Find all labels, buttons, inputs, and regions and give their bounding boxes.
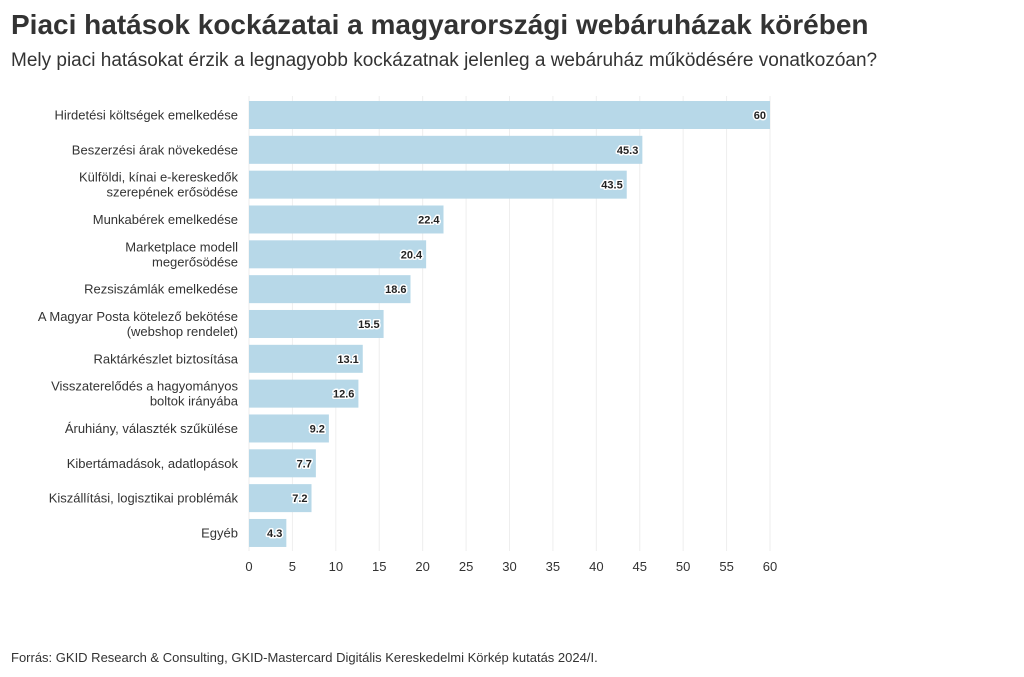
x-tick-label: 30 [502, 559, 516, 574]
category-label: szerepének erősödése [106, 185, 238, 200]
category-label: Egyéb [201, 525, 238, 540]
category-label: boltok irányába [150, 394, 239, 409]
source-note: Forrás: GKID Research & Consulting, GKID… [11, 650, 598, 665]
value-label-halo: 18.6 [385, 284, 406, 296]
value-label: 4.3 [267, 528, 282, 540]
x-tick-label: 20 [415, 559, 429, 574]
category-label: Rezsiszámlák emelkedése [84, 282, 238, 297]
value-label-halo: 60 [754, 110, 766, 122]
bar [249, 309, 384, 338]
value-label: 43.5 [601, 180, 622, 192]
bars: 606045.345.343.543.522.422.420.420.418.6… [249, 101, 770, 547]
value-label: 7.2 [292, 493, 307, 505]
category-labels: Hirdetési költségek emelkedése Beszerzési… [38, 108, 239, 541]
x-tick-label: 40 [589, 559, 603, 574]
value-label-halo: 22.4 [418, 214, 440, 226]
category-label: Külföldi, kínai e-kereskedők [79, 170, 238, 185]
bar [249, 240, 427, 269]
bar [249, 135, 643, 164]
value-label-halo: 15.5 [358, 319, 379, 331]
category-label: Munkabérek emelkedése [93, 212, 238, 227]
x-tick-label: 35 [546, 559, 560, 574]
bar [249, 101, 770, 129]
value-label-halo: 20.4 [401, 249, 423, 261]
value-label: 20.4 [401, 249, 423, 261]
bar [249, 170, 627, 199]
chart-title: Piaci hatások kockázatai a magyarországi… [11, 9, 869, 40]
value-label: 18.6 [385, 284, 406, 296]
x-axis-ticks: 0 5 10 15 20 25 30 35 40 45 50 55 60 [245, 559, 777, 574]
value-label: 15.5 [358, 319, 379, 331]
value-label-halo: 13.1 [337, 354, 358, 366]
value-label: 13.1 [337, 354, 358, 366]
bar [249, 205, 444, 234]
value-label: 9.2 [310, 423, 325, 435]
bar [249, 484, 312, 513]
value-label: 60 [754, 110, 766, 122]
category-label: (webshop rendelet) [127, 324, 238, 339]
category-label: Marketplace modell [125, 239, 238, 254]
category-label: Beszerzési árak növekedése [72, 142, 238, 157]
value-label: 45.3 [617, 145, 638, 157]
category-label: Kibertámadások, adatlopások [67, 456, 239, 471]
bar [249, 379, 359, 408]
category-label: Visszaterelődés a hagyományos [51, 379, 238, 394]
category-label: megerősödése [152, 254, 238, 269]
category-label: Áruhiány, választék szűkülése [65, 421, 238, 436]
value-label-halo: 43.5 [601, 180, 622, 192]
bar [249, 518, 287, 547]
value-label: 12.6 [333, 389, 354, 401]
x-tick-label: 0 [245, 559, 252, 574]
category-label: A Magyar Posta kötelező bekötése [38, 309, 238, 324]
value-label-halo: 4.3 [267, 528, 282, 540]
bar [249, 275, 411, 304]
value-label: 22.4 [418, 214, 440, 226]
x-tick-label: 10 [329, 559, 343, 574]
category-label: Raktárkészlet biztosítása [93, 351, 238, 366]
category-label: Kiszállítási, logisztikai problémák [49, 491, 239, 506]
chart-subtitle: Mely piaci hatásokat érzik a legnagyobb … [11, 50, 878, 71]
x-tick-label: 55 [719, 559, 733, 574]
value-label-halo: 7.7 [297, 458, 312, 470]
x-tick-label: 45 [633, 559, 647, 574]
value-label-halo: 45.3 [617, 145, 638, 157]
bar [249, 414, 329, 443]
bar [249, 449, 316, 478]
x-tick-label: 25 [459, 559, 473, 574]
value-label-halo: 7.2 [292, 493, 307, 505]
x-tick-label: 5 [289, 559, 296, 574]
x-tick-label: 50 [676, 559, 690, 574]
category-label: Hirdetési költségek emelkedése [54, 108, 238, 123]
value-label: 7.7 [297, 458, 312, 470]
value-label-halo: 12.6 [333, 389, 354, 401]
x-tick-label: 60 [763, 559, 777, 574]
bar [249, 344, 363, 373]
x-tick-label: 15 [372, 559, 386, 574]
value-label-halo: 9.2 [310, 423, 325, 435]
